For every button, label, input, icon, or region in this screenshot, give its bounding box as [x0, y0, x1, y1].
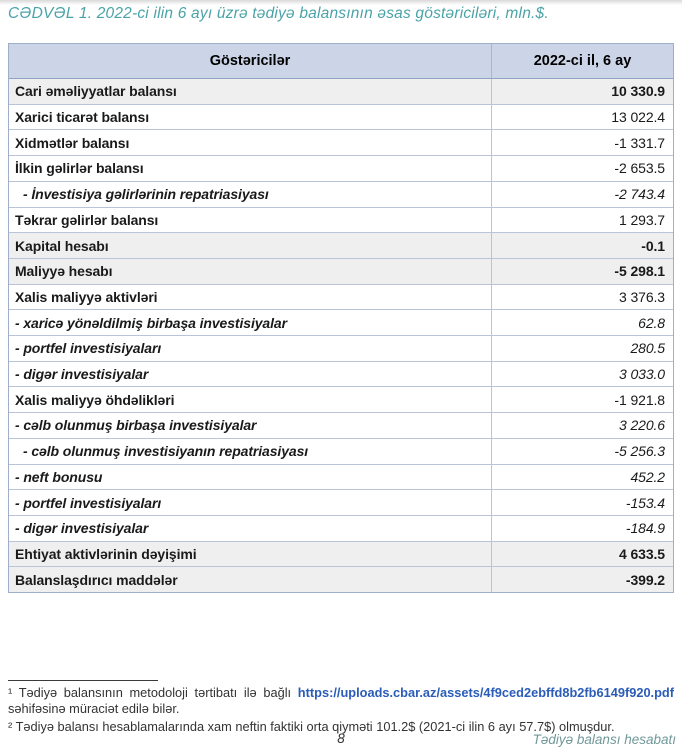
- table-row: İlkin gəlirlər balansı -2 653.5: [9, 156, 673, 182]
- row-label: Balanslaşdırıcı maddələr: [15, 571, 178, 588]
- row-label: - portfel investisiyaları: [15, 494, 162, 511]
- row-value: -1 921.8: [491, 387, 673, 413]
- column-header-indicators: Göstəricilər: [209, 53, 291, 69]
- table-row: Xalis maliyyə öhdəlikləri -1 921.8: [9, 387, 673, 414]
- row-value: -184.9: [491, 515, 673, 541]
- table-row: Maliyyə hesabı -5 298.1: [9, 258, 673, 285]
- row-label: - neft bonusu: [15, 468, 103, 485]
- table-row: Xidmətlər balansı -1 331.7: [9, 130, 673, 157]
- row-label: İlkin gəlirlər balansı: [15, 160, 144, 177]
- footnote-1: ¹ Tədiyə balansının metodoloji tərtibatı…: [8, 685, 674, 717]
- row-label: - digər investisiyalar: [15, 366, 149, 383]
- table-row: - İnvestisiya gəlirlərinin repatriasiyas…: [9, 181, 673, 208]
- table-row: - portfel investisiyaları 280.5: [9, 336, 673, 362]
- report-name-footer: Tədiyə balansı hesabatı: [532, 732, 676, 747]
- row-value: 280.5: [491, 336, 673, 361]
- row-label: Kapital hesabı: [15, 237, 109, 254]
- row-value: -153.4: [491, 490, 673, 515]
- page-top-fade: [0, 0, 682, 5]
- row-label: - digər investisiyalar: [15, 520, 149, 537]
- table-row: - neft bonusu 452.2: [9, 464, 673, 491]
- row-value: -1 331.7: [491, 130, 673, 156]
- row-value: -5 256.3: [491, 438, 673, 464]
- row-value: 3 033.0: [491, 361, 673, 387]
- page-number: 8: [337, 731, 345, 746]
- row-value: 10 330.9: [491, 79, 673, 104]
- table-row: - digər investisiyalar 3 033.0: [9, 361, 673, 388]
- row-value: -0.1: [491, 233, 673, 258]
- row-label: Təkrar gəlirlər balansı: [15, 211, 159, 228]
- row-value: 452.2: [491, 464, 673, 490]
- row-label: Xalis maliyyə aktivləri: [15, 288, 158, 305]
- row-value: -399.2: [491, 567, 673, 593]
- table-row: Xalis maliyyə aktivləri 3 376.3: [9, 284, 673, 311]
- footnote-divider: [8, 680, 158, 681]
- balance-table: Göstəricilər 2022-ci il, 6 ay Cari əməli…: [8, 43, 674, 593]
- row-label: Ehtiyat aktivlərinin dəyişimi: [15, 546, 197, 562]
- row-value: 1 293.7: [491, 207, 673, 233]
- row-value: 13 022.4: [491, 104, 673, 130]
- page-title: CƏDVƏL 1. 2022-ci ilin 6 ayı üzrə tədiyə…: [8, 5, 549, 22]
- row-label: Cari əməliyyatlar balansı: [15, 83, 177, 100]
- table-row: Cari əməliyyatlar balansı 10 330.9: [9, 79, 673, 105]
- column-header-period: 2022-ci il, 6 ay: [491, 44, 673, 78]
- table-header-row: Göstəricilər 2022-ci il, 6 ay: [9, 44, 673, 79]
- footnote-1-text-end: səhifəsinə müraciət edilə bilər.: [8, 700, 180, 716]
- row-label: - İnvestisiya gəlirlərinin repatriasiyas…: [23, 186, 269, 203]
- table-row: Xarici ticarət balansı 13 022.4: [9, 104, 673, 131]
- footnote-1-link[interactable]: https://uploads.cbar.az/assets/4f9ced2eb…: [297, 685, 675, 700]
- table-row: Balanslaşdırıcı maddələr -399.2: [9, 567, 673, 593]
- table-row: - portfel investisiyaları -153.4: [9, 490, 673, 516]
- row-value: -2 743.4: [491, 181, 673, 207]
- row-value: 4 633.5: [491, 541, 673, 567]
- row-value: 3 220.6: [491, 413, 673, 438]
- row-label: - cəlb olunmuş investisiyanın repatriasi…: [23, 443, 309, 460]
- row-label: - cəlb olunmuş birbaşa investisiyalar: [15, 417, 257, 434]
- row-value: 62.8: [491, 310, 673, 336]
- row-label: Xalis maliyyə öhdəlikləri: [15, 391, 175, 408]
- footnote-2: ² Tədiyə balansı hesablamalarında xam ne…: [8, 718, 615, 734]
- footnotes: ¹ Tədiyə balansının metodoloji tərtibatı…: [8, 685, 674, 735]
- footnote-1-text: ¹ Tədiyə balansının metodoloji tərtibatı…: [8, 685, 292, 700]
- table-row: Kapital hesabı -0.1: [9, 233, 673, 259]
- table-row: - cəlb olunmuş birbaşa investisiyalar 3 …: [9, 413, 673, 439]
- table-row: - digər investisiyalar -184.9: [9, 515, 673, 542]
- row-label: Xarici ticarət balansı: [15, 109, 149, 126]
- row-value: -2 653.5: [491, 156, 673, 181]
- row-label: - portfel investisiyaları: [15, 340, 162, 357]
- table-row: - cəlb olunmuş investisiyanın repatriasi…: [9, 438, 673, 465]
- row-label: - xaricə yönəldilmiş birbaşa investisiya…: [15, 314, 287, 331]
- table-row: Ehtiyat aktivlərinin dəyişimi 4 633.5: [9, 541, 673, 568]
- table-row: - xaricə yönəldilmiş birbaşa investisiya…: [9, 310, 673, 337]
- row-label: Xidmətlər balansı: [15, 134, 130, 151]
- table-row: Təkrar gəlirlər balansı 1 293.7: [9, 207, 673, 234]
- row-value: 3 376.3: [491, 284, 673, 310]
- row-value: -5 298.1: [491, 258, 673, 284]
- row-label: Maliyyə hesabı: [15, 263, 113, 280]
